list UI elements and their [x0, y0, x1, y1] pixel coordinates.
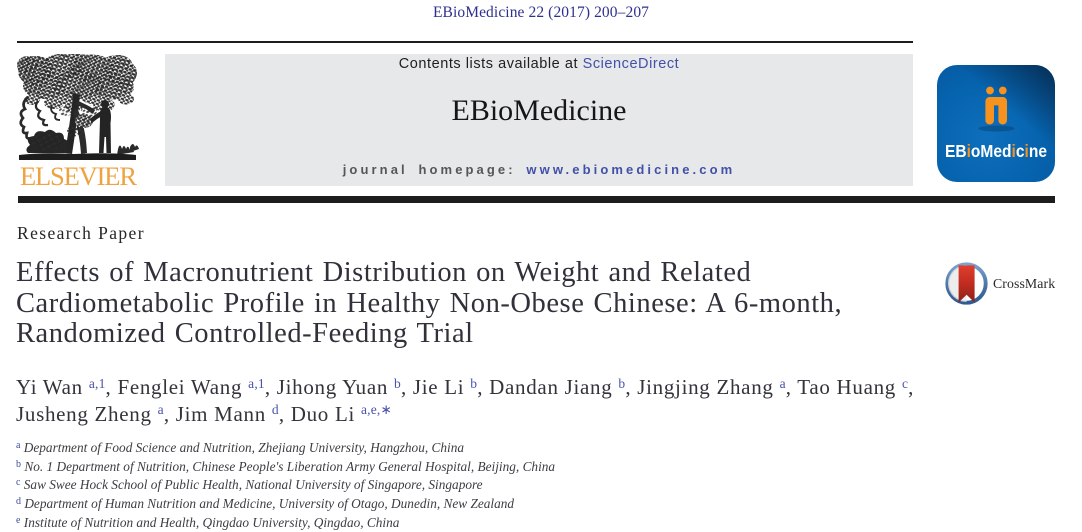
- svg-text:ELSEVIER: ELSEVIER: [20, 161, 137, 191]
- svg-text:EBioMedicine: EBioMedicine: [945, 141, 1047, 161]
